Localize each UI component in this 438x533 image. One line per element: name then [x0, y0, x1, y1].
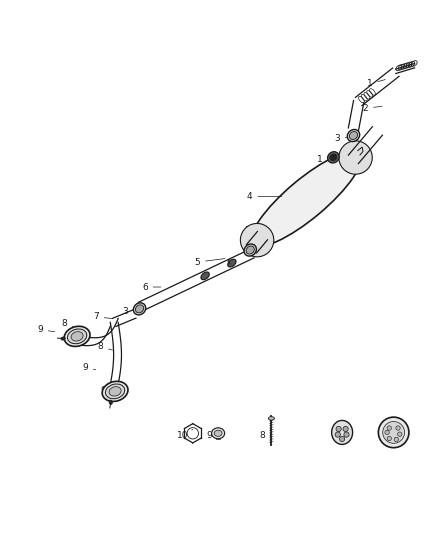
Circle shape — [335, 432, 340, 437]
Ellipse shape — [214, 430, 222, 437]
Text: 1: 1 — [317, 155, 331, 164]
Text: 6: 6 — [142, 282, 161, 292]
Text: 9: 9 — [82, 363, 96, 372]
Text: 8: 8 — [97, 342, 113, 351]
Text: 9: 9 — [207, 430, 219, 440]
Ellipse shape — [109, 400, 112, 405]
Circle shape — [383, 422, 405, 443]
Ellipse shape — [339, 141, 372, 174]
Text: 3: 3 — [244, 226, 260, 235]
Ellipse shape — [64, 326, 90, 346]
Ellipse shape — [244, 244, 256, 256]
Text: 1: 1 — [383, 430, 394, 440]
Ellipse shape — [133, 303, 146, 315]
Ellipse shape — [67, 329, 87, 344]
Text: 3: 3 — [122, 306, 137, 316]
Circle shape — [396, 426, 400, 430]
Circle shape — [387, 426, 392, 430]
Ellipse shape — [246, 246, 254, 254]
Text: 5: 5 — [332, 430, 341, 440]
Text: 9: 9 — [37, 325, 55, 334]
Circle shape — [387, 437, 392, 441]
Circle shape — [385, 430, 389, 434]
Ellipse shape — [106, 384, 125, 399]
Text: 8: 8 — [61, 319, 74, 328]
Circle shape — [336, 426, 341, 432]
Circle shape — [398, 432, 402, 437]
Ellipse shape — [212, 428, 225, 439]
Circle shape — [339, 437, 345, 441]
Text: 2: 2 — [363, 104, 382, 113]
Ellipse shape — [332, 421, 353, 445]
Ellipse shape — [350, 132, 357, 140]
Text: 1: 1 — [367, 79, 385, 88]
Ellipse shape — [330, 154, 337, 160]
Text: 8: 8 — [260, 430, 272, 440]
Text: 4: 4 — [247, 192, 282, 201]
Circle shape — [343, 426, 348, 432]
Text: 10: 10 — [177, 430, 193, 440]
Text: 3: 3 — [334, 134, 352, 143]
Ellipse shape — [102, 381, 128, 401]
Ellipse shape — [71, 332, 83, 341]
Circle shape — [394, 437, 399, 441]
Ellipse shape — [61, 337, 65, 340]
Circle shape — [344, 432, 349, 437]
Text: 9: 9 — [100, 386, 112, 395]
Ellipse shape — [228, 259, 236, 267]
Ellipse shape — [201, 272, 209, 280]
Ellipse shape — [251, 151, 361, 246]
Text: 7: 7 — [93, 312, 112, 321]
Ellipse shape — [135, 305, 144, 313]
Circle shape — [378, 417, 409, 448]
Ellipse shape — [109, 386, 121, 396]
Ellipse shape — [347, 130, 360, 142]
Text: 5: 5 — [194, 257, 225, 266]
Ellipse shape — [240, 223, 274, 257]
Ellipse shape — [328, 151, 339, 163]
Ellipse shape — [268, 417, 275, 420]
